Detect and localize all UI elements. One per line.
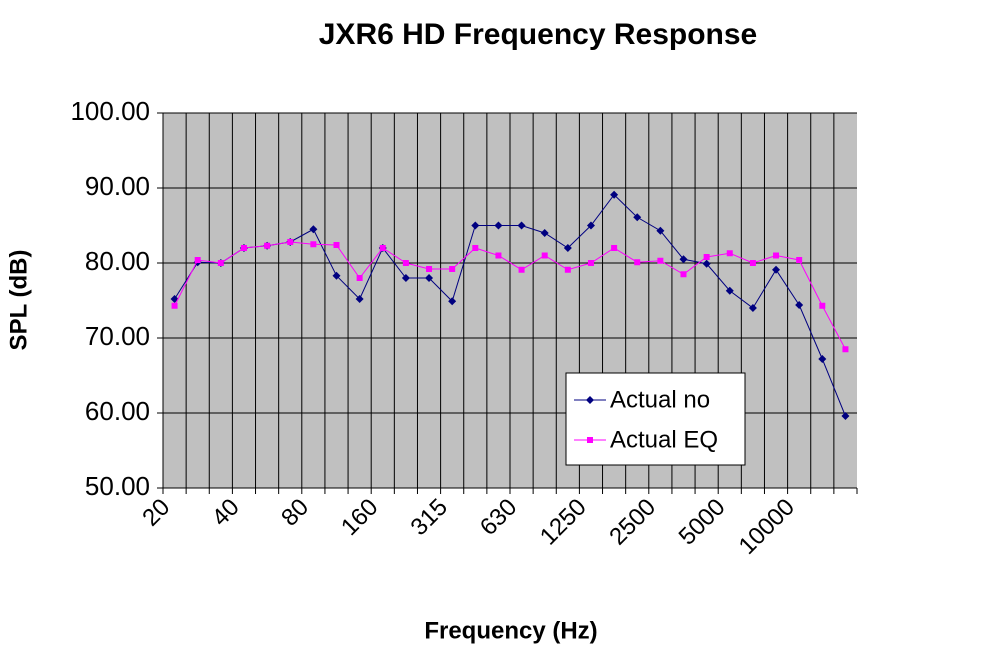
legend: Actual no Actual EQ (565, 372, 746, 466)
data-point (494, 221, 503, 230)
data-point (517, 221, 526, 230)
data-point (842, 346, 849, 353)
legend-label: Actual EQ (610, 426, 718, 453)
data-point (472, 245, 479, 251)
data-point (264, 242, 271, 249)
data-point (680, 271, 687, 278)
chart-title: JXR6 HD Frequency Response (319, 18, 757, 51)
data-point (818, 355, 827, 363)
legend-box (565, 372, 746, 466)
data-point (240, 245, 247, 251)
y-tick-label: 100.00 (70, 96, 150, 126)
data-point (726, 250, 733, 257)
data-point (702, 259, 711, 268)
data-point (449, 266, 456, 272)
data-point (564, 266, 571, 273)
data-point (610, 190, 619, 199)
y-axis-label: SPL (dB) (5, 250, 32, 351)
y-tick-label: 90.00 (85, 171, 150, 201)
y-tick-label: 50.00 (85, 471, 150, 501)
data-point (725, 286, 734, 295)
data-point (586, 221, 595, 230)
data-point (563, 244, 572, 252)
data-point (540, 229, 549, 237)
data-point (356, 275, 363, 281)
data-point (541, 252, 548, 259)
data-point (772, 265, 781, 274)
data-point (773, 252, 780, 259)
data-point (518, 266, 525, 273)
legend-swatch-marker (586, 396, 594, 404)
data-point (217, 260, 224, 266)
data-point (749, 260, 756, 266)
data-point (332, 271, 341, 280)
data-point (401, 274, 410, 282)
data-point (633, 213, 642, 222)
data-point (819, 302, 826, 309)
x-axis-label: Frequency (Hz) (424, 617, 597, 644)
data-point (679, 255, 688, 264)
y-tick-label: 80.00 (85, 246, 150, 276)
legend-swatch-marker (587, 437, 593, 443)
data-point (448, 297, 457, 306)
data-point (171, 302, 178, 309)
legend-label: Actual no (610, 386, 710, 413)
y-tick-label: 60.00 (85, 396, 150, 426)
data-point (402, 260, 409, 266)
data-point (426, 266, 433, 272)
data-point (310, 241, 317, 248)
series-line (174, 241, 846, 350)
data-point (611, 245, 618, 251)
data-point (587, 260, 594, 266)
data-point (355, 295, 364, 303)
data-point (634, 259, 641, 266)
data-point (703, 254, 710, 260)
y-tick-label: 70.00 (85, 321, 150, 351)
data-point (748, 304, 757, 312)
data-point (841, 412, 850, 420)
data-point (425, 274, 434, 282)
data-point (795, 301, 804, 309)
data-point (471, 221, 480, 230)
data-point (657, 257, 664, 264)
data-point (495, 252, 502, 259)
data-point (287, 239, 294, 245)
data-point (796, 257, 803, 263)
data-point (194, 257, 201, 263)
data-point (309, 225, 318, 234)
data-point (333, 242, 340, 248)
data-point (656, 226, 665, 235)
data-point (379, 245, 386, 251)
